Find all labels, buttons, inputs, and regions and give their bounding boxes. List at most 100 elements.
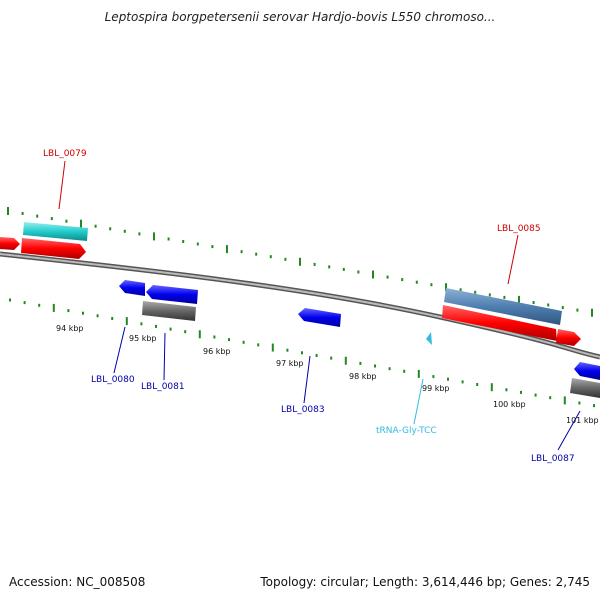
lower-tick-minor [67, 309, 70, 313]
map-title: Leptospira borgpetersenii serovar Hardjo… [104, 10, 496, 24]
gene-label-lbl-0085[interactable]: LBL_0085 [497, 224, 541, 234]
lower-tick-minor [111, 317, 114, 320]
scale-label-98kbp: 98 kbp [349, 372, 377, 381]
upper-tick-major [7, 207, 9, 215]
upper-tick-minor [401, 278, 404, 282]
upper-tick-major [591, 308, 593, 317]
upper-tick-minor [342, 267, 345, 271]
lower-tick-minor [403, 369, 406, 373]
upper-tick-minor [357, 270, 360, 274]
leader-lbl-0079 [58, 160, 66, 210]
cds-reverse-lbl-0081[interactable] [146, 285, 198, 304]
upper-tick-major [226, 245, 228, 254]
leader-trna-gly-tcc [413, 378, 424, 425]
cds-reverse-lbl-0087[interactable] [574, 362, 600, 380]
lower-tick-minor [38, 303, 41, 307]
upper-tick-minor [561, 306, 564, 310]
upper-tick-ring [7, 207, 593, 317]
lower-tick-major [198, 330, 201, 339]
upper-tick-minor [459, 288, 462, 292]
lower-tick-minor [228, 338, 230, 342]
lower-tick-minor [286, 348, 289, 352]
scale-label-94kbp: 94 kbp [56, 324, 84, 333]
upper-tick-minor [36, 214, 39, 218]
gray-feature-lbl-0081[interactable] [142, 301, 196, 321]
gene-label-lbl-0081[interactable]: LBL_0081 [141, 382, 185, 392]
upper-tick-minor [532, 301, 535, 304]
lower-tick-minor [242, 340, 245, 344]
gray-feature-lbl-0087[interactable] [570, 378, 600, 398]
lower-tick-minor [23, 301, 26, 305]
upper-tick-major [80, 219, 82, 228]
upper-tick-major [518, 295, 520, 304]
upper-tick-major [372, 270, 374, 279]
upper-tick-minor [138, 232, 141, 236]
lower-tick-minor [534, 393, 537, 397]
cds-forward-right[interactable] [556, 329, 581, 346]
upper-tick-minor [167, 237, 170, 241]
cds-forward-left-edge[interactable] [0, 237, 20, 250]
lower-tick-major [125, 317, 128, 326]
lower-tick-minor [82, 311, 84, 315]
lower-tick-minor [257, 343, 260, 347]
steel-feature-lbl-0085[interactable] [444, 288, 562, 325]
leader-lbl-0087 [557, 410, 581, 451]
scale-label-100kbp: 100 kbp [493, 400, 526, 409]
lower-tick-minor [388, 367, 391, 371]
lower-tick-minor [155, 324, 157, 328]
cyan-feature-lbl-0079[interactable] [23, 222, 88, 241]
lower-tick-minor [96, 314, 99, 318]
lower-tick-minor [549, 396, 552, 400]
upper-tick-minor [430, 283, 433, 287]
lower-tick-minor [359, 361, 362, 365]
upper-tick-minor [94, 224, 97, 228]
scale-label-95kbp: 95 kbp [129, 334, 157, 343]
lower-tick-minor [447, 377, 449, 381]
cds-reverse-lbl-0080[interactable] [119, 280, 145, 296]
lower-tick-major [417, 369, 420, 378]
upper-tick-minor [182, 240, 185, 243]
upper-tick-minor [313, 262, 316, 266]
cds-forward-lbl-0085[interactable] [442, 305, 557, 341]
leader-lbl-0080 [113, 326, 126, 374]
upper-tick-minor [415, 280, 418, 284]
upper-tick-minor [547, 303, 550, 307]
trna-gly-tcc-feature[interactable] [426, 332, 432, 345]
lower-tick-minor [169, 327, 172, 331]
upper-tick-minor [196, 242, 199, 246]
scale-label-96kbp: 96 kbp [203, 347, 231, 356]
upper-tick-minor [576, 308, 579, 312]
upper-tick-minor [109, 227, 112, 231]
scale-label-101kbp: 101 kbp [566, 416, 599, 425]
upper-tick-major [299, 257, 301, 266]
upper-tick-minor [488, 293, 491, 297]
lower-tick-minor [140, 322, 143, 326]
lower-tick-minor [593, 404, 595, 408]
cds-forward-lbl-0079[interactable] [21, 238, 86, 259]
lower-tick-major [344, 356, 347, 365]
scale-label-99kbp: 99 kbp [422, 384, 450, 393]
lower-tick-minor [9, 298, 11, 302]
scale-label-97kbp: 97 kbp [276, 359, 304, 368]
lower-tick-minor [505, 388, 508, 392]
lower-tick-minor [520, 390, 522, 394]
lower-tick-minor [432, 375, 435, 379]
lower-tick-minor [374, 364, 376, 368]
lower-tick-minor [476, 383, 479, 386]
lower-tick-minor [461, 380, 464, 384]
leader-lbl-0085 [507, 234, 519, 285]
lower-tick-minor [301, 351, 303, 355]
lower-tick-major [52, 303, 55, 312]
gene-label-lbl-0080[interactable]: LBL_0080 [91, 375, 135, 385]
gene-label-lbl-0087[interactable]: LBL_0087 [531, 454, 575, 464]
gene-label-trna-gly-tcc[interactable]: tRNA-Gly-TCC [376, 426, 437, 436]
cds-reverse-lbl-0083[interactable] [298, 308, 341, 327]
gene-label-lbl-0083[interactable]: LBL_0083 [281, 405, 325, 415]
upper-tick-minor [255, 252, 258, 256]
upper-tick-minor [269, 255, 272, 259]
lower-tick-minor [330, 356, 333, 360]
gene-label-lbl-0079[interactable]: LBL_0079 [43, 149, 87, 159]
lower-tick-ring [9, 298, 595, 408]
upper-tick-minor [240, 250, 243, 254]
